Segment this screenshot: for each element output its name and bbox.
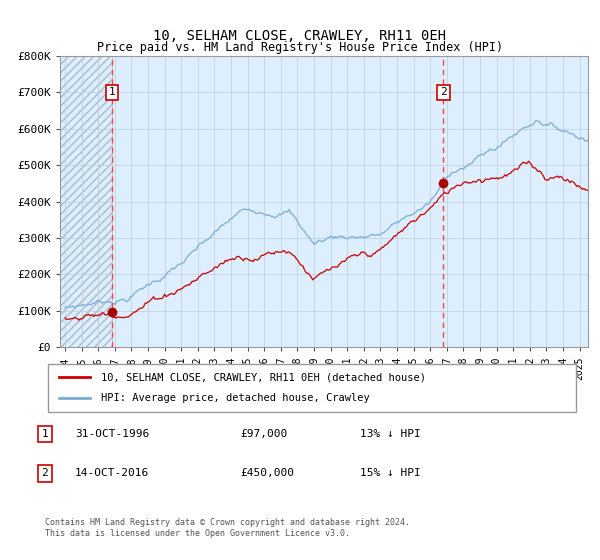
FancyBboxPatch shape [48,364,576,412]
Text: 1: 1 [41,429,49,439]
Text: 14-OCT-2016: 14-OCT-2016 [75,468,149,478]
Text: £97,000: £97,000 [240,429,287,439]
Text: HPI: Average price, detached house, Crawley: HPI: Average price, detached house, Craw… [101,393,370,403]
Text: 13% ↓ HPI: 13% ↓ HPI [360,429,421,439]
Bar [60,56,112,347]
Text: 10, SELHAM CLOSE, CRAWLEY, RH11 0EH: 10, SELHAM CLOSE, CRAWLEY, RH11 0EH [154,29,446,44]
Text: £450,000: £450,000 [240,468,294,478]
Text: 31-OCT-1996: 31-OCT-1996 [75,429,149,439]
Text: 1: 1 [109,87,115,97]
Text: Contains HM Land Registry data © Crown copyright and database right 2024.
This d: Contains HM Land Registry data © Crown c… [45,518,410,538]
Text: 2: 2 [440,87,447,97]
Text: Price paid vs. HM Land Registry's House Price Index (HPI): Price paid vs. HM Land Registry's House … [97,41,503,54]
Text: 2: 2 [41,468,49,478]
Text: 15% ↓ HPI: 15% ↓ HPI [360,468,421,478]
Text: 10, SELHAM CLOSE, CRAWLEY, RH11 0EH (detached house): 10, SELHAM CLOSE, CRAWLEY, RH11 0EH (det… [101,372,426,382]
